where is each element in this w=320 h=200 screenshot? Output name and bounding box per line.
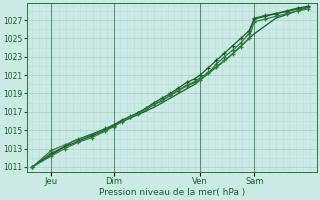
X-axis label: Pression niveau de la mer( hPa ): Pression niveau de la mer( hPa ) (99, 188, 245, 197)
